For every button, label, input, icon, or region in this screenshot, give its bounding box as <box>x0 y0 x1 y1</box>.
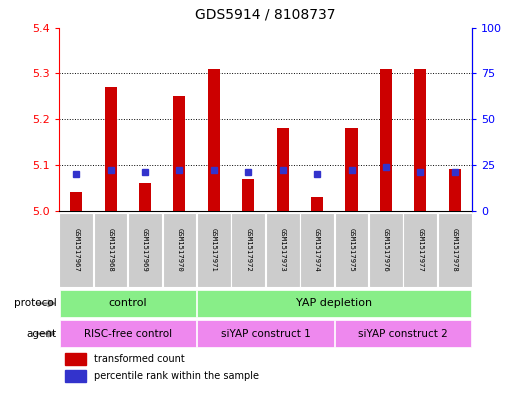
Bar <box>380 69 392 211</box>
Bar <box>197 213 231 286</box>
Bar <box>300 213 334 286</box>
Text: siYAP construct 2: siYAP construct 2 <box>358 329 448 339</box>
Bar <box>65 370 86 382</box>
Text: control: control <box>109 298 147 309</box>
Bar <box>345 128 358 211</box>
Text: agent: agent <box>26 329 56 339</box>
Text: GSM1517968: GSM1517968 <box>108 228 113 272</box>
Bar <box>60 213 93 286</box>
Bar <box>105 87 116 211</box>
Text: GSM1517973: GSM1517973 <box>280 228 286 272</box>
Bar <box>404 213 437 286</box>
Text: GDS5914 / 8108737: GDS5914 / 8108737 <box>195 7 336 22</box>
Text: YAP depletion: YAP depletion <box>296 298 372 309</box>
Bar <box>266 213 300 286</box>
Bar <box>231 213 265 286</box>
Bar <box>70 192 82 211</box>
Text: transformed count: transformed count <box>94 354 185 364</box>
Bar <box>311 197 323 211</box>
Bar <box>198 320 333 347</box>
Bar <box>277 128 289 211</box>
Text: GSM1517971: GSM1517971 <box>211 228 217 272</box>
Text: GSM1517975: GSM1517975 <box>348 228 354 272</box>
Bar <box>94 213 127 286</box>
Bar <box>449 169 461 211</box>
Bar <box>415 69 426 211</box>
Bar <box>335 320 471 347</box>
Text: GSM1517977: GSM1517977 <box>418 228 423 272</box>
Bar <box>65 353 86 365</box>
Bar <box>334 213 368 286</box>
Text: protocol: protocol <box>14 298 56 309</box>
Text: GSM1517969: GSM1517969 <box>142 228 148 272</box>
Bar <box>438 213 471 286</box>
Bar <box>242 178 254 211</box>
Text: RISC-free control: RISC-free control <box>84 329 172 339</box>
Text: GSM1517972: GSM1517972 <box>245 228 251 272</box>
Bar <box>198 290 471 317</box>
Bar <box>163 213 196 286</box>
Text: GSM1517978: GSM1517978 <box>452 228 458 272</box>
Bar <box>208 69 220 211</box>
Bar <box>139 183 151 211</box>
Text: GSM1517970: GSM1517970 <box>176 228 183 272</box>
Text: GSM1517967: GSM1517967 <box>73 228 79 272</box>
Bar <box>128 213 162 286</box>
Text: siYAP construct 1: siYAP construct 1 <box>221 329 310 339</box>
Bar <box>60 290 196 317</box>
Text: percentile rank within the sample: percentile rank within the sample <box>94 371 259 381</box>
Bar <box>173 96 186 211</box>
Bar <box>369 213 403 286</box>
Text: GSM1517974: GSM1517974 <box>314 228 320 272</box>
Text: GSM1517976: GSM1517976 <box>383 228 389 272</box>
Bar <box>60 320 196 347</box>
